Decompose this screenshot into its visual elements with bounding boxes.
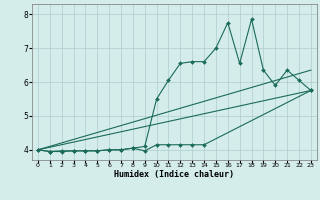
X-axis label: Humidex (Indice chaleur): Humidex (Indice chaleur) [115, 170, 234, 179]
